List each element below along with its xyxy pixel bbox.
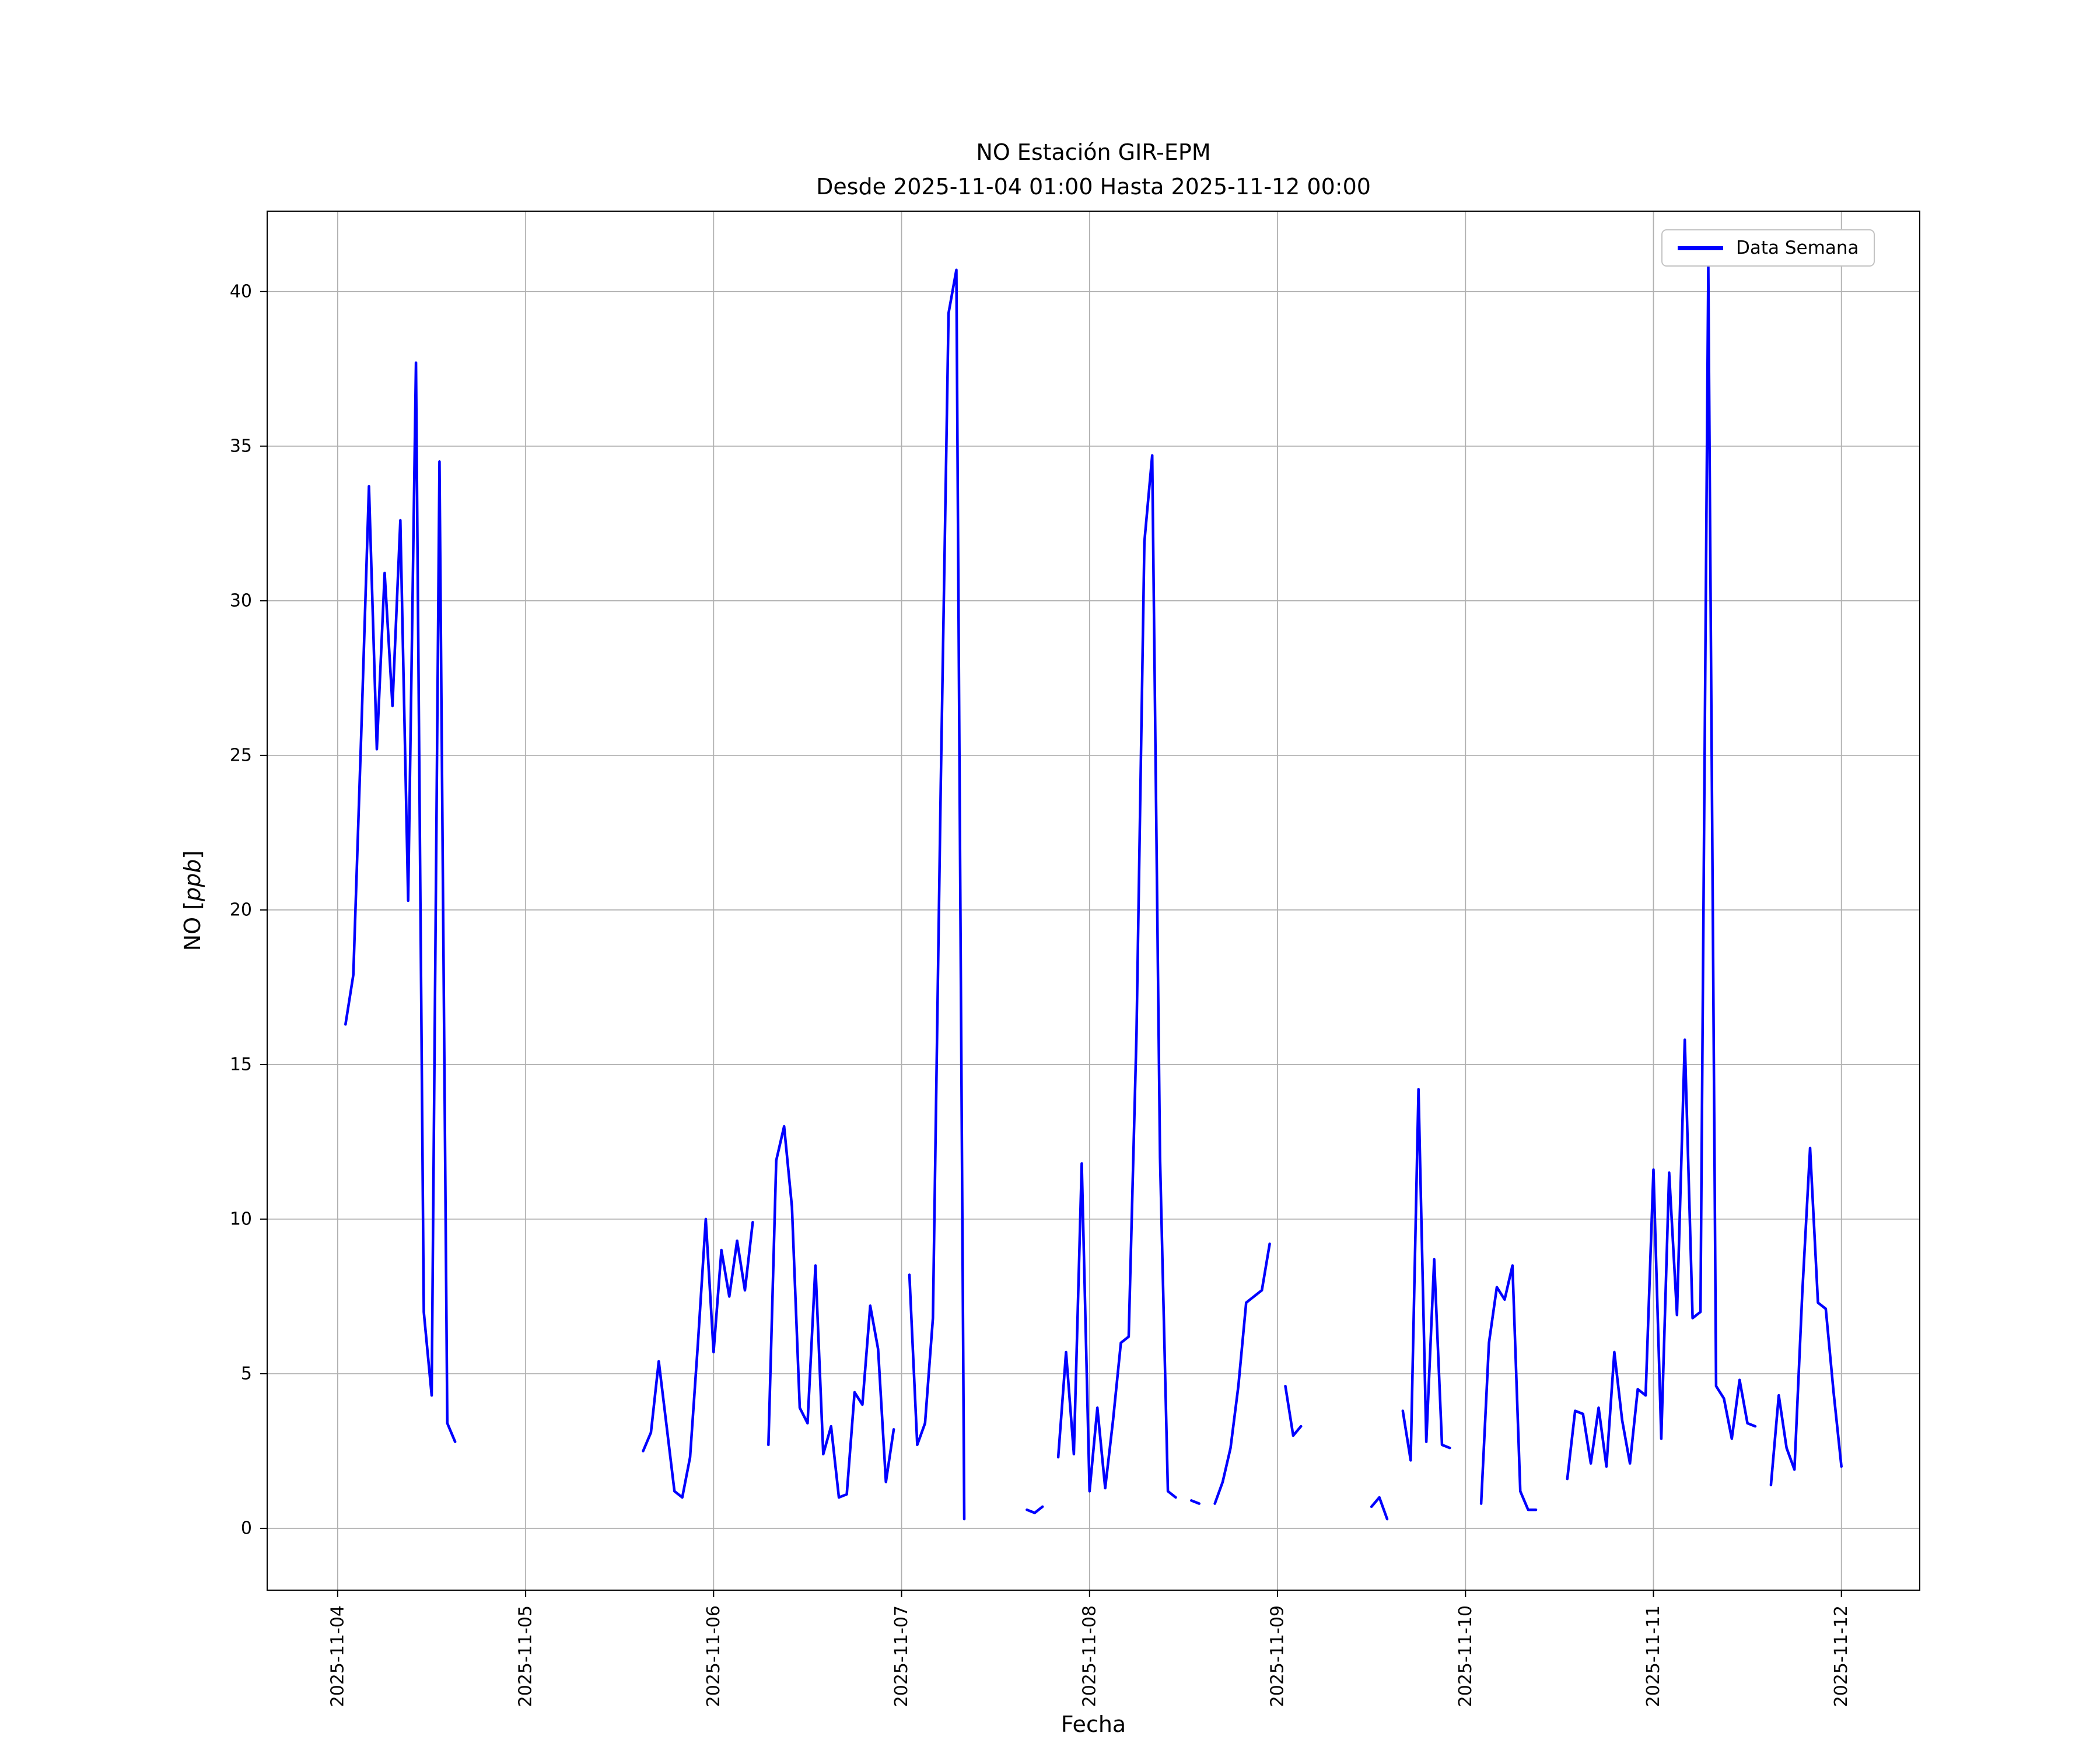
chart-title-line1: NO Estación GIR-EPM <box>976 139 1211 165</box>
y-tick-label: 5 <box>241 1364 252 1384</box>
x-tick-label: 2025-11-11 <box>1643 1605 1664 1707</box>
legend-label: Data Semana <box>1736 237 1859 258</box>
data-line <box>344 361 457 1443</box>
data-line <box>1566 265 1757 1480</box>
y-tick-label: 10 <box>230 1209 252 1229</box>
legend: Data Semana <box>1661 229 1875 267</box>
data-line <box>1190 1499 1201 1505</box>
data-line <box>1479 1264 1538 1511</box>
data-line <box>1370 1496 1389 1521</box>
data-line <box>1284 1384 1303 1437</box>
chart-title: NO Estación GIR-EPM Desde 2025-11-04 01:… <box>267 135 1920 204</box>
legend-line-sample <box>1678 246 1723 250</box>
x-axis-label: Fecha <box>1060 1712 1126 1737</box>
data-line <box>1213 1242 1271 1505</box>
y-tick-label: 0 <box>241 1518 252 1539</box>
chart-title-line2: Desde 2025-11-04 01:00 Hasta 2025-11-12 … <box>816 173 1371 200</box>
y-tick-label: 20 <box>230 900 252 920</box>
y-tick-label: 40 <box>230 281 252 302</box>
data-line <box>1026 1505 1044 1514</box>
x-tick-label: 2025-11-09 <box>1268 1605 1288 1707</box>
data-line <box>642 1217 754 1499</box>
y-tick-label: 15 <box>230 1054 252 1074</box>
axes-spines <box>267 211 1920 1591</box>
y-tick-label: 25 <box>230 745 252 765</box>
y-tick-label: 30 <box>230 590 252 611</box>
y-tick-label: 35 <box>230 436 252 456</box>
data-line <box>1056 454 1177 1499</box>
data-line <box>1769 1146 1843 1487</box>
x-tick-label: 2025-11-07 <box>891 1605 912 1707</box>
x-tick-label: 2025-11-12 <box>1831 1605 1852 1707</box>
x-tick-label: 2025-11-05 <box>516 1605 536 1707</box>
x-tick-label: 2025-11-10 <box>1455 1605 1476 1707</box>
data-line <box>908 268 966 1521</box>
data-line <box>1401 1088 1451 1462</box>
x-tick-label: 2025-11-04 <box>327 1605 348 1707</box>
x-tick-label: 2025-11-08 <box>1079 1605 1100 1707</box>
data-line <box>767 1125 895 1499</box>
x-tick-label: 2025-11-06 <box>704 1605 724 1707</box>
